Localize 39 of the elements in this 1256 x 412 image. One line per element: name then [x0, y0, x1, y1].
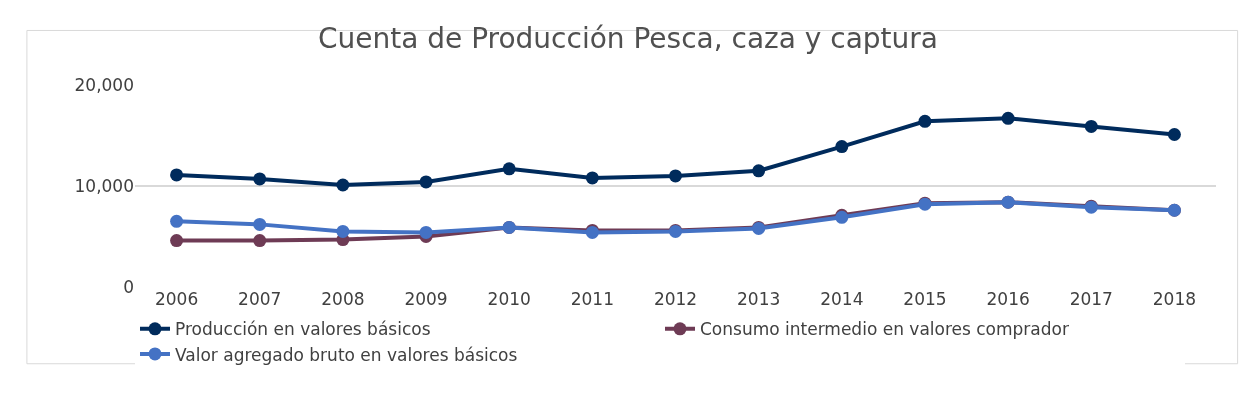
point: [170, 214, 184, 228]
point: [336, 178, 350, 192]
point: [253, 217, 267, 231]
y-tick-label: 10,000: [74, 175, 134, 196]
point: [419, 175, 433, 189]
point: [419, 225, 433, 239]
point: [253, 234, 267, 248]
x-tick-label: 2013: [737, 289, 781, 309]
x-tick-label: 2018: [1152, 289, 1197, 309]
x-tick-label: 2008: [321, 289, 365, 309]
point: [336, 224, 350, 238]
point: [1084, 119, 1098, 133]
point: [835, 140, 849, 154]
point: [585, 171, 599, 185]
y-tick-label: 0: [123, 276, 134, 297]
point: [253, 172, 267, 186]
x-tick-label: 2014: [820, 289, 864, 309]
legend-label: Consumo intermedio en valores comprador: [700, 319, 1069, 340]
x-tick-label: 2016: [986, 289, 1030, 309]
legend-label: Valor agregado bruto en valores básicos: [175, 344, 518, 365]
legend-label: Producción en valores básicos: [175, 319, 431, 340]
point: [918, 114, 932, 128]
chart-title: Cuenta de Producción Pesca, caza y captura: [317, 22, 939, 56]
x-tick-label: 2010: [487, 289, 531, 309]
y-tick-label: 20,000: [74, 74, 134, 95]
point: [669, 169, 682, 183]
point: [1167, 127, 1181, 141]
x-tick-label: 2011: [570, 289, 614, 309]
point: [502, 162, 516, 176]
x-tick-label: 2007: [238, 289, 282, 309]
x-tick-label: 2015: [903, 289, 947, 309]
point: [170, 234, 184, 248]
point: [752, 164, 766, 178]
x-tick-label: 2009: [404, 289, 448, 309]
point: [1001, 111, 1015, 125]
x-tick-label: 2012: [653, 289, 698, 309]
x-tick-label: 2006: [154, 289, 199, 309]
x-tick-label: 2017: [1069, 289, 1113, 309]
point: [170, 168, 184, 182]
